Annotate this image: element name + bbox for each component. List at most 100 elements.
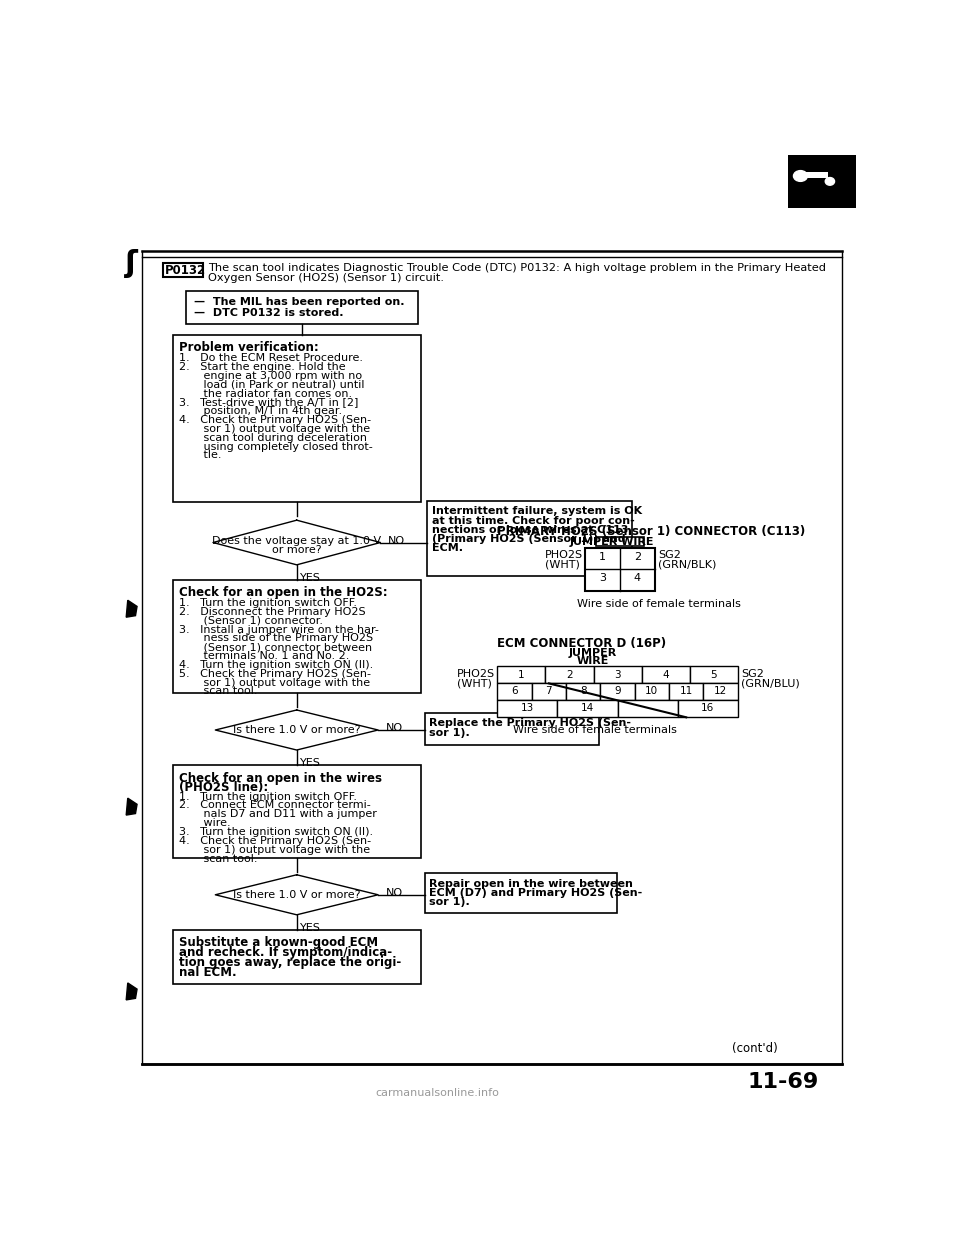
- FancyBboxPatch shape: [532, 683, 566, 700]
- Text: —  The MIL has been reported on.: — The MIL has been reported on.: [194, 297, 404, 307]
- Text: 4.   Turn the ignition switch ON (II).: 4. Turn the ignition switch ON (II).: [179, 660, 373, 669]
- Text: The scan tool indicates Diagnostic Trouble Code (DTC) P0132: A high voltage prob: The scan tool indicates Diagnostic Troub…: [208, 263, 827, 273]
- Text: using completely closed throt-: using completely closed throt-: [179, 442, 372, 452]
- Text: carmanualsonline.info: carmanualsonline.info: [375, 1088, 499, 1098]
- Text: 1: 1: [599, 551, 606, 561]
- Text: 2.   Start the engine. Hold the: 2. Start the engine. Hold the: [179, 361, 346, 371]
- Text: 10: 10: [645, 687, 659, 697]
- Text: YES: YES: [300, 758, 321, 768]
- Text: sor 1) output voltage with the: sor 1) output voltage with the: [179, 424, 370, 433]
- Text: 3: 3: [599, 574, 606, 584]
- Text: wire.: wire.: [179, 818, 230, 828]
- Text: (GRN/BLK): (GRN/BLK): [658, 559, 716, 569]
- Text: terminals No. 1 and No. 2.: terminals No. 1 and No. 2.: [179, 651, 349, 661]
- Text: 4.   Check the Primary HO2S (Sen-: 4. Check the Primary HO2S (Sen-: [179, 415, 371, 425]
- Text: 3.   Test-drive with the A/T in [2]: 3. Test-drive with the A/T in [2]: [179, 397, 358, 407]
- Text: Wire side of female terminals: Wire side of female terminals: [513, 725, 677, 735]
- FancyBboxPatch shape: [424, 713, 599, 745]
- FancyBboxPatch shape: [600, 683, 635, 700]
- Text: 9: 9: [614, 687, 621, 697]
- FancyBboxPatch shape: [617, 700, 678, 718]
- Polygon shape: [215, 710, 378, 750]
- FancyBboxPatch shape: [424, 873, 616, 913]
- Text: 6: 6: [512, 687, 517, 697]
- FancyBboxPatch shape: [545, 667, 593, 683]
- Text: (Primary HO2S (Sensor 1)) and: (Primary HO2S (Sensor 1)) and: [432, 534, 625, 544]
- FancyBboxPatch shape: [669, 683, 704, 700]
- Text: NO: NO: [386, 723, 403, 733]
- FancyBboxPatch shape: [635, 683, 669, 700]
- Text: (Sensor 1) connector.: (Sensor 1) connector.: [179, 616, 323, 626]
- Text: Is there 1.0 V or more?: Is there 1.0 V or more?: [233, 725, 360, 735]
- Text: (WHT): (WHT): [544, 559, 580, 569]
- FancyBboxPatch shape: [585, 548, 655, 591]
- Text: tle.: tle.: [179, 451, 222, 461]
- Text: Repair open in the wire between: Repair open in the wire between: [429, 878, 633, 888]
- Text: 1.   Turn the ignition switch OFF.: 1. Turn the ignition switch OFF.: [179, 597, 357, 607]
- Text: nal ECM.: nal ECM.: [179, 966, 236, 980]
- FancyBboxPatch shape: [678, 700, 737, 718]
- Text: JUMPER WIRE: JUMPER WIRE: [570, 537, 655, 548]
- Text: Check for an open in the wires: Check for an open in the wires: [179, 771, 382, 785]
- FancyBboxPatch shape: [173, 334, 420, 503]
- Text: —  DTC P0132 is stored.: — DTC P0132 is stored.: [194, 308, 343, 318]
- FancyBboxPatch shape: [689, 667, 737, 683]
- Text: sor 1).: sor 1).: [429, 729, 470, 739]
- Text: NO: NO: [386, 888, 403, 898]
- FancyBboxPatch shape: [186, 292, 419, 324]
- Text: sor 1) output voltage with the: sor 1) output voltage with the: [179, 845, 370, 854]
- FancyBboxPatch shape: [788, 155, 856, 207]
- Text: ECM (D7) and Primary HO2S (Sen-: ECM (D7) and Primary HO2S (Sen-: [429, 888, 642, 898]
- Text: Intermittent failure, system is OK: Intermittent failure, system is OK: [432, 507, 641, 517]
- Text: 2.   Connect ECM connector termi-: 2. Connect ECM connector termi-: [179, 800, 371, 811]
- Text: (Sensor 1) connector between: (Sensor 1) connector between: [179, 642, 372, 652]
- Text: 4: 4: [634, 574, 641, 584]
- Text: PHO2S: PHO2S: [544, 550, 583, 560]
- Polygon shape: [126, 600, 137, 617]
- Text: 5.   Check the Primary HO2S (Sen-: 5. Check the Primary HO2S (Sen-: [179, 668, 371, 679]
- Text: Wire side of female terminals: Wire side of female terminals: [577, 599, 741, 609]
- Text: Is there 1.0 V or more?: Is there 1.0 V or more?: [233, 891, 360, 900]
- Polygon shape: [213, 520, 380, 565]
- Text: 3.   Install a jumper wire on the har-: 3. Install a jumper wire on the har-: [179, 625, 379, 635]
- Text: PRIMARY HO2S (Sensor 1) CONNECTOR (C113): PRIMARY HO2S (Sensor 1) CONNECTOR (C113): [497, 525, 805, 538]
- Text: P0132: P0132: [165, 263, 206, 277]
- Text: (GRN/BLU): (GRN/BLU): [741, 678, 800, 688]
- Ellipse shape: [826, 178, 834, 185]
- Text: 2.   Disconnect the Primary HO2S: 2. Disconnect the Primary HO2S: [179, 607, 366, 617]
- Text: (PHO2S line):: (PHO2S line):: [179, 781, 268, 794]
- Text: sor 1).: sor 1).: [429, 897, 470, 907]
- FancyBboxPatch shape: [558, 700, 617, 718]
- Text: 11-69: 11-69: [748, 1072, 819, 1092]
- FancyBboxPatch shape: [173, 765, 420, 858]
- Text: nals D7 and D11 with a jumper: nals D7 and D11 with a jumper: [179, 810, 376, 820]
- Text: 7: 7: [545, 687, 552, 697]
- Text: JUMPER: JUMPER: [568, 648, 617, 658]
- Text: (cont'd): (cont'd): [732, 1042, 778, 1056]
- Text: nections or loose wires at C113: nections or loose wires at C113: [432, 525, 628, 535]
- FancyBboxPatch shape: [593, 667, 641, 683]
- Text: SG2: SG2: [658, 550, 681, 560]
- Text: YES: YES: [300, 573, 321, 582]
- Text: tion goes away, replace the origi-: tion goes away, replace the origi-: [179, 956, 401, 970]
- Text: 4.   Check the Primary HO2S (Sen-: 4. Check the Primary HO2S (Sen-: [179, 836, 371, 846]
- Text: the radiator fan comes on.: the radiator fan comes on.: [179, 389, 352, 399]
- FancyBboxPatch shape: [173, 580, 420, 693]
- Text: engine at 3,000 rpm with no: engine at 3,000 rpm with no: [179, 371, 362, 381]
- Text: 1: 1: [518, 669, 525, 679]
- FancyBboxPatch shape: [162, 263, 203, 277]
- Text: 3.   Turn the ignition switch ON (II).: 3. Turn the ignition switch ON (II).: [179, 827, 373, 837]
- Text: 12: 12: [714, 687, 727, 697]
- Text: Substitute a known-good ECM: Substitute a known-good ECM: [179, 936, 378, 949]
- Text: ness side of the Primary HO2S: ness side of the Primary HO2S: [179, 633, 373, 643]
- Text: NO: NO: [388, 535, 405, 545]
- Text: 1.   Turn the ignition switch OFF.: 1. Turn the ignition switch OFF.: [179, 791, 357, 801]
- Text: 16: 16: [701, 703, 714, 713]
- Text: 13: 13: [521, 703, 534, 713]
- Text: scan tool during deceleration: scan tool during deceleration: [179, 432, 367, 443]
- Text: 11: 11: [680, 687, 693, 697]
- FancyBboxPatch shape: [497, 700, 558, 718]
- FancyBboxPatch shape: [596, 537, 643, 546]
- Polygon shape: [126, 982, 137, 1000]
- Text: SG2: SG2: [741, 668, 763, 679]
